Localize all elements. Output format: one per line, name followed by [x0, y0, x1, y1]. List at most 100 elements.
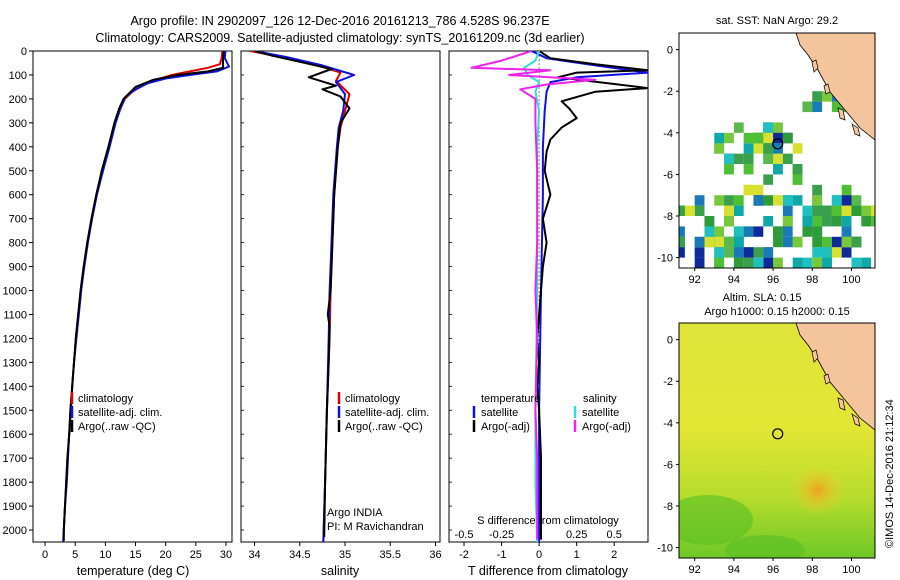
sst-cell — [665, 185, 675, 195]
lon-tick-label: 92 — [689, 274, 701, 286]
sst-cell — [665, 185, 675, 195]
sst-cell — [871, 268, 881, 278]
sst-cell — [714, 132, 725, 144]
legend-clim-label: climatology — [78, 393, 134, 405]
sst-cell — [714, 257, 725, 268]
sst-cell — [831, 247, 842, 258]
lat-tick-label: 0 — [667, 335, 673, 347]
sst-cell — [782, 132, 793, 144]
sst-cell — [665, 195, 675, 205]
sst-cell — [841, 226, 852, 237]
sst-cell — [851, 195, 862, 206]
sst-cell — [802, 216, 813, 227]
legend-temperature-heading: temperature — [481, 393, 540, 405]
x-tick-label: -2 — [459, 549, 469, 561]
x-tick-label: 2 — [611, 549, 617, 561]
lat-tick-label: -10 — [657, 543, 673, 555]
sst-map: 92 94 96 98 100 0 -2 -4 -6 -8 -10 — [655, 32, 881, 286]
sst-cell — [694, 205, 705, 217]
sst-cell — [733, 247, 744, 258]
sst-cell — [763, 122, 774, 133]
legend-salinity-heading: salinity — [583, 393, 617, 405]
sst-cell — [724, 247, 734, 258]
sst-cell — [714, 143, 725, 154]
sla-map-title2: Argo h1000: 0.15 h2000: 0.15 — [704, 306, 850, 318]
sst-cell — [665, 185, 675, 195]
depth-tick-label: 1600 — [3, 429, 27, 441]
depth-tick-label: 1300 — [3, 357, 27, 369]
sst-cell — [763, 247, 774, 258]
sst-cell — [655, 237, 665, 247]
sst-cell — [812, 91, 823, 102]
sst-cell — [704, 216, 715, 227]
depth-tick-label: 700 — [9, 214, 27, 226]
island — [811, 59, 819, 73]
depth-tick-label: 400 — [9, 142, 27, 154]
sst-cell — [665, 268, 675, 278]
x-tick-label: 20 — [160, 549, 172, 561]
sla-map: 92 94 96 98 100 0 -2 -4 -6 -8 -10 — [657, 322, 876, 576]
depth-tick-label: 100 — [9, 70, 27, 82]
sst-cell — [753, 143, 764, 154]
sst-cell — [743, 226, 754, 237]
x-tick-label: 34 — [248, 549, 260, 561]
sla-map-axes: 92 94 96 98 100 0 -2 -4 -6 -8 -10 — [657, 335, 861, 576]
sst-cell — [812, 226, 823, 237]
series-group — [470, 51, 648, 542]
sst-land — [795, 33, 875, 141]
lat-tick-label: -8 — [663, 501, 673, 513]
sst-cell — [753, 257, 764, 268]
legend-clim-label: climatology — [345, 393, 401, 405]
x2-tick-label: -0.25 — [489, 529, 514, 541]
sst-cell — [812, 257, 823, 268]
legend-ssat-label: satellite — [582, 407, 619, 419]
legend-tsat-label: satellite — [481, 407, 518, 419]
lon-tick-label: 96 — [767, 564, 779, 576]
sst-cell — [753, 268, 763, 278]
legend-targo-label: Argo(-adj) — [481, 421, 530, 433]
plot-frame — [448, 50, 649, 543]
sst-cell — [733, 153, 744, 165]
depth-tick-label: 300 — [9, 118, 27, 130]
temperature-legend: climatology satellite-adj. clim. Argo(..… — [70, 392, 162, 433]
sst-cell — [753, 247, 764, 258]
lon-tick-label: 100 — [842, 274, 860, 286]
float-owner-line1: Argo INDIA — [327, 507, 383, 519]
x-tick-label: 25 — [190, 549, 202, 561]
sst-cell — [782, 216, 793, 227]
sst-cell — [724, 153, 734, 165]
sst-cell — [831, 101, 842, 113]
sst-cell — [773, 226, 783, 237]
sst-cell — [802, 226, 813, 237]
sst-cell — [841, 247, 852, 258]
sst-cell — [744, 268, 754, 278]
x-tick-label: 35.5 — [380, 549, 401, 561]
sst-cell — [822, 91, 832, 102]
sst-cell — [841, 205, 852, 217]
depth-tick-label: 2000 — [3, 525, 27, 537]
sst-cell — [822, 257, 832, 268]
sst-cell — [782, 236, 793, 248]
x2-tick-label: 0.25 — [566, 529, 587, 541]
island — [851, 123, 861, 137]
sst-cell — [714, 195, 725, 206]
sst-cell — [871, 216, 875, 227]
sst-cell — [802, 101, 813, 113]
depth-tick-label: 1700 — [3, 453, 27, 465]
lat-tick-label: 0 — [667, 45, 673, 57]
sst-cell — [763, 153, 774, 165]
sst-cell — [704, 226, 715, 237]
sst-cell — [743, 153, 754, 165]
argo-location-marker — [772, 138, 784, 150]
sst-cell — [724, 205, 734, 217]
sst-cell — [841, 184, 852, 196]
legend-sat-label: satellite-adj. clim. — [78, 407, 162, 419]
sst-cell — [792, 195, 803, 206]
sst-cell — [773, 153, 783, 165]
legend-argo-label: Argo(..raw -QC) — [78, 421, 156, 433]
sst-cell — [733, 122, 744, 133]
sla-low-anomaly — [679, 495, 753, 545]
sst-cell — [773, 236, 783, 248]
sst-cell — [743, 143, 754, 154]
sst-cell — [831, 205, 842, 217]
